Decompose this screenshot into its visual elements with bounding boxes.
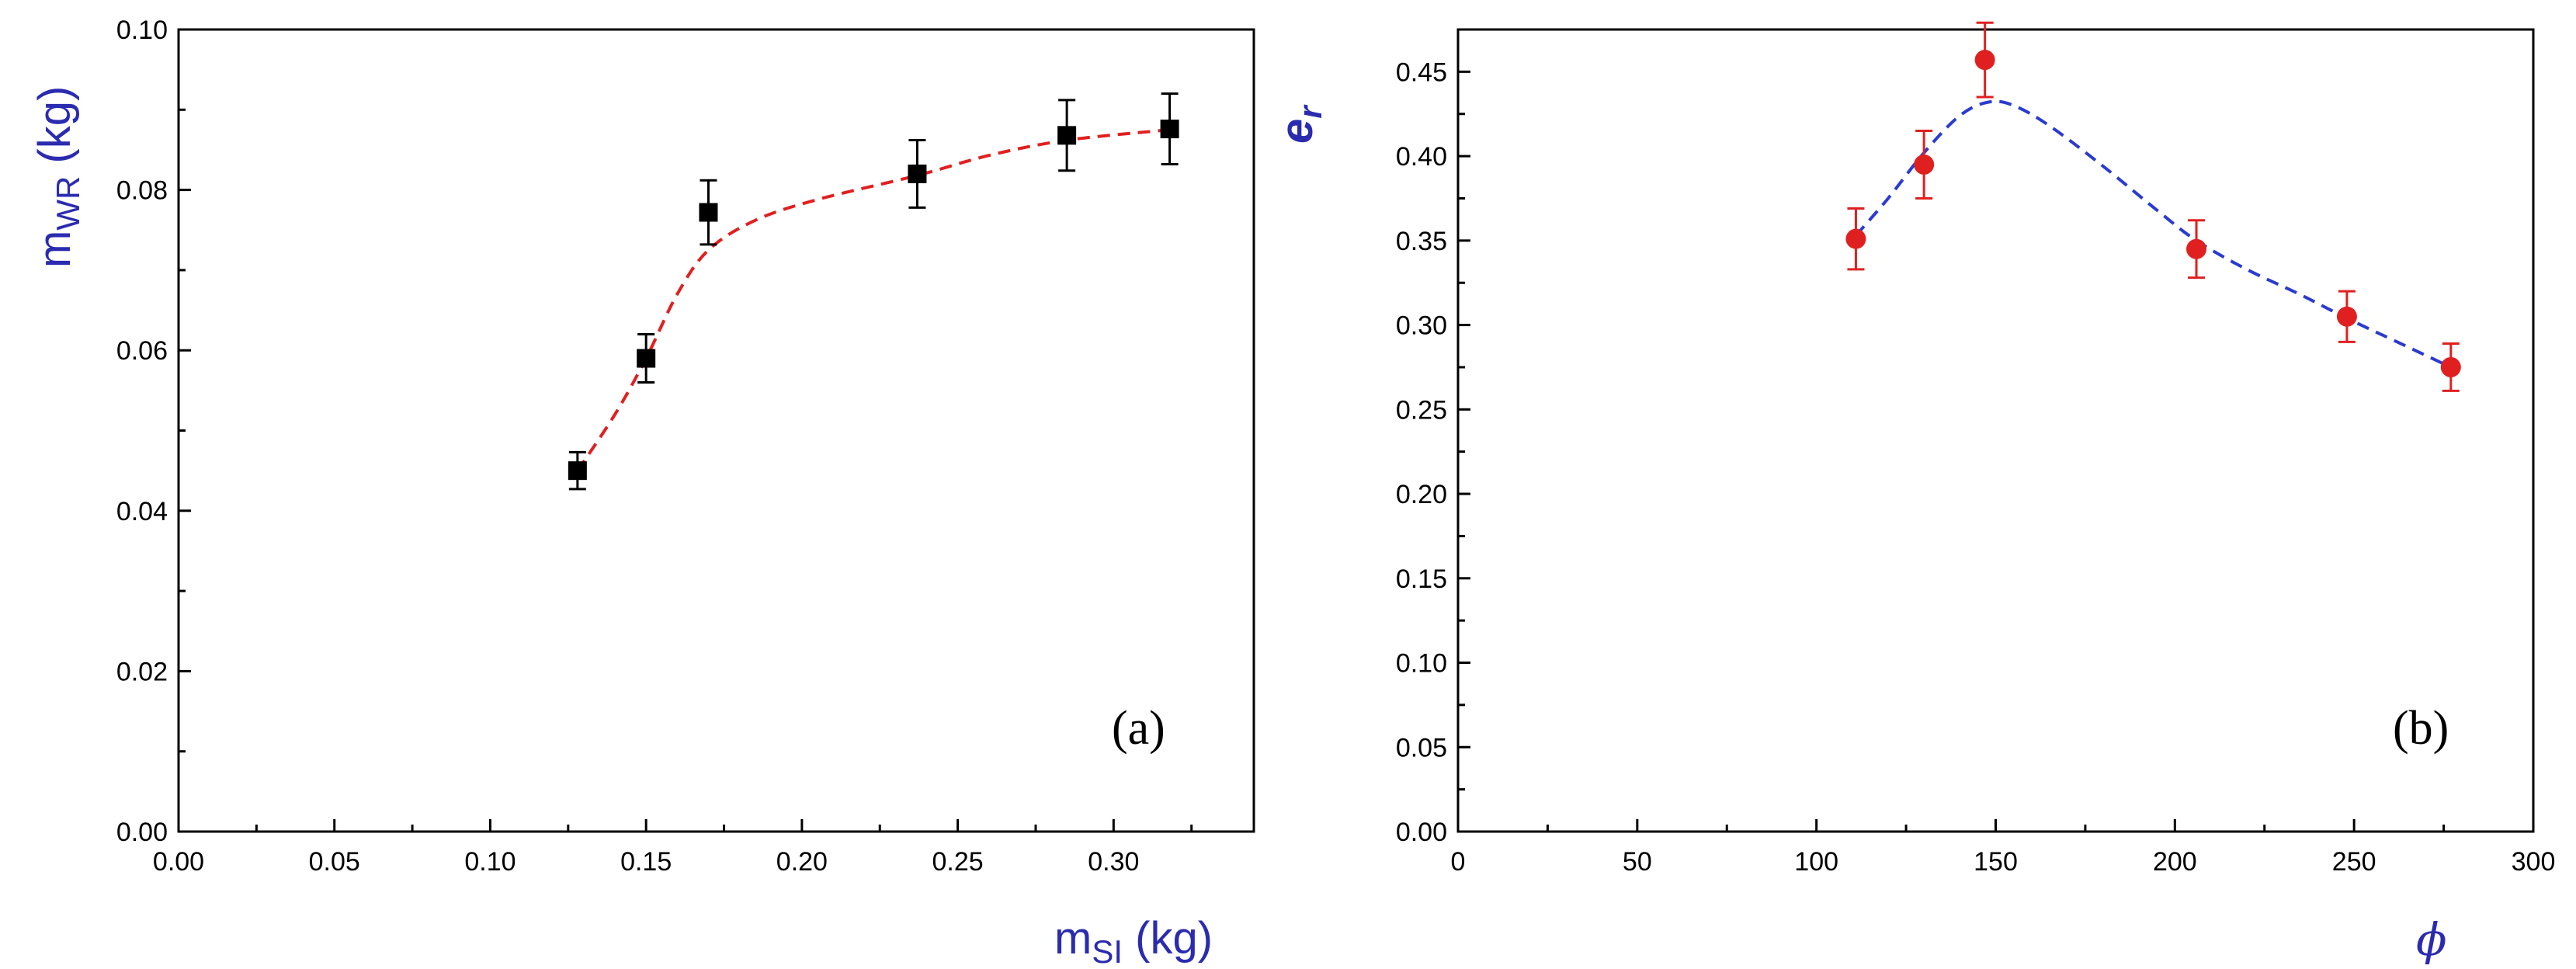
x-tick-label: 0.25: [932, 847, 984, 877]
data-point: [2440, 356, 2461, 377]
y-tick-label: 0.25: [1396, 395, 1447, 425]
x-tick-label: 0.20: [776, 847, 828, 877]
y-tick-label: 0.30: [1396, 311, 1447, 341]
x-tick-label: 200: [2153, 847, 2197, 877]
y-tick-label: 0.10: [116, 16, 168, 45]
x-tick-label: 0.10: [464, 847, 516, 877]
y-tick-label: 0.02: [116, 657, 168, 686]
data-point: [1845, 228, 1866, 249]
plot-frame-a: [177, 28, 1255, 833]
y-tick-label: 0.00: [1396, 818, 1447, 847]
x-tick-label: 0.30: [1088, 847, 1139, 877]
x-tick-label: 250: [2332, 847, 2376, 877]
data-point: [637, 349, 656, 368]
panel-b: 0 50 100 150 200 250 300 0.00 0.05 0.10 0.15 0.20 0.…: [1272, 21, 2556, 966]
data-point: [2186, 238, 2207, 259]
x-tick-label: 300: [2512, 847, 2556, 877]
ticks-a: 0.00 0.05 0.10 0.15 0.20 0.25 0.30 0.00 0.02 0.04…: [116, 16, 1193, 877]
data-points-a: [568, 92, 1179, 491]
data-point: [568, 461, 587, 481]
panel-a: 0.00 0.05 0.10 0.15 0.20 0.25 0.30 0.00 0.02 0.04…: [30, 16, 1255, 969]
data-point: [1974, 50, 1995, 71]
x-tick-label: 50: [1623, 847, 1652, 877]
panel-label-a: (a): [1112, 702, 1165, 755]
y-tick-label: 0.05: [1396, 733, 1447, 762]
ticks-b: 0 50 100 150 200 250 300 0.00 0.05 0.10 0.15 0.20 0.…: [1396, 57, 2556, 877]
y-tick-label: 0.04: [116, 497, 168, 526]
x-tick-label: 0: [1451, 847, 1466, 877]
x-tick-label: 0.15: [620, 847, 672, 877]
y-tick-label: 0.10: [1396, 649, 1447, 679]
data-point: [2336, 306, 2357, 327]
x-axis-label-b: ϕ: [2416, 913, 2447, 966]
x-tick-label: 100: [1794, 847, 1838, 877]
y-tick-label: 0.20: [1396, 480, 1447, 509]
fit-curve-a: [576, 128, 1170, 472]
x-tick-label: 0.00: [153, 847, 204, 877]
y-axis-label-a: mWR (kg): [30, 86, 86, 268]
fit-curve-line: [576, 128, 1170, 472]
y-tick-label: 0.45: [1396, 57, 1447, 87]
plot-frame-b: [1456, 28, 2535, 833]
y-tick-label: 0.40: [1396, 142, 1447, 172]
fit-curve-b: [1854, 99, 2452, 369]
y-tick-label: 0.00: [116, 818, 168, 847]
data-point: [1057, 126, 1077, 145]
fit-curve-line: [1854, 99, 2452, 369]
panel-label-b: (b): [2393, 702, 2449, 755]
y-tick-label: 0.15: [1396, 564, 1447, 594]
data-point: [908, 164, 927, 183]
data-point: [699, 203, 718, 222]
data-point: [1914, 154, 1935, 175]
x-tick-label: 0.05: [309, 847, 360, 877]
y-tick-label: 0.08: [116, 176, 168, 206]
y-tick-label: 0.35: [1396, 227, 1447, 256]
x-tick-label: 150: [1974, 847, 2018, 877]
data-point: [1160, 120, 1179, 139]
data-points-b: [1845, 21, 2461, 392]
x-axis-label-a: mSI (kg): [1054, 913, 1213, 969]
y-tick-label: 0.06: [116, 336, 168, 366]
y-axis-label-b: er: [1272, 104, 1328, 144]
